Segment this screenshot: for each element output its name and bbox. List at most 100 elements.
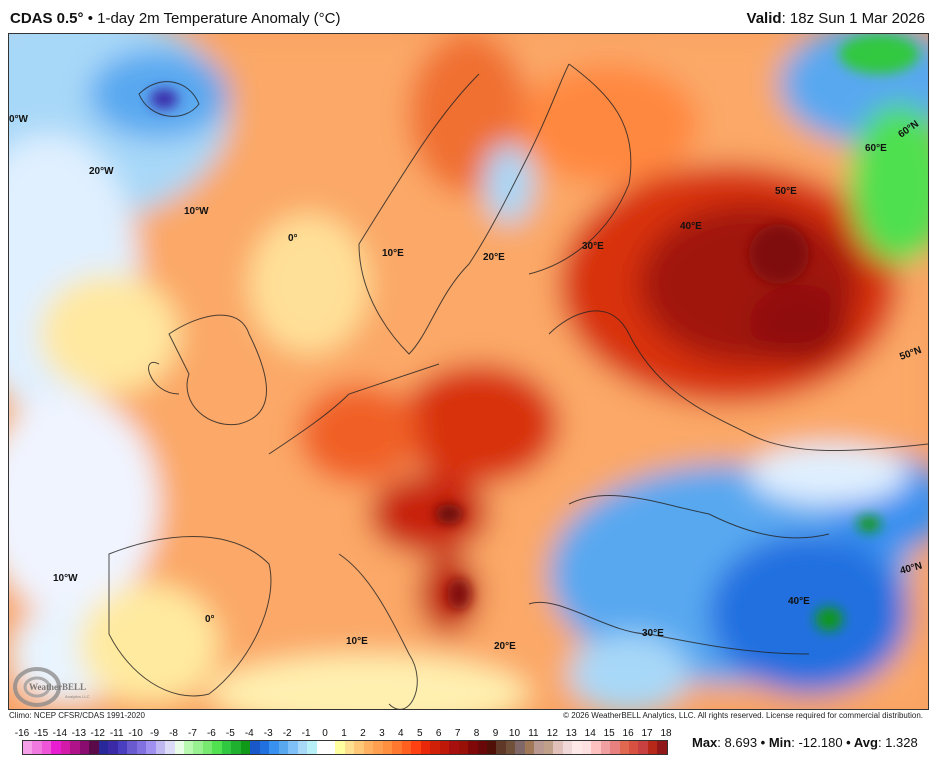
colorbar-tick-label: 11 bbox=[528, 728, 539, 739]
colorbar-cell bbox=[458, 741, 469, 754]
colorbar-cell bbox=[231, 741, 241, 754]
colorbar-cell bbox=[60, 741, 71, 754]
grid-label: 10°E bbox=[346, 636, 368, 647]
colorbar-tick-label: -3 bbox=[263, 728, 273, 739]
colorbar-cell bbox=[316, 741, 326, 754]
colorbar-cell bbox=[202, 741, 213, 754]
colorbar-cell bbox=[70, 741, 80, 754]
colorbar-tick-label: 18 bbox=[660, 728, 672, 739]
colorbar-cell bbox=[79, 741, 90, 754]
logo-subtext: Analytics LLC bbox=[65, 694, 90, 699]
colorbar-tick-label: 0 bbox=[322, 728, 328, 739]
colorbar-cell bbox=[553, 741, 563, 754]
grid-label: 40°E bbox=[788, 596, 810, 607]
colorbar-tick-label: 5 bbox=[416, 728, 423, 739]
colorbar-tick-label: 10 bbox=[508, 728, 521, 739]
map-title: CDAS 0.5° • 1-day 2m Temperature Anomaly… bbox=[10, 10, 340, 27]
colorbar-cell bbox=[477, 741, 487, 754]
colorbar-cell bbox=[591, 741, 601, 754]
colorbar-cell bbox=[155, 741, 166, 754]
colorbar-cell bbox=[98, 741, 109, 754]
min-value: : -12.180 bbox=[791, 735, 843, 750]
colorbar-tick-label: 1 bbox=[341, 728, 347, 739]
colorbar-cell bbox=[392, 741, 402, 754]
colorbar bbox=[22, 740, 668, 755]
colorbar-tick-label: -6 bbox=[206, 728, 216, 739]
colorbar-cell bbox=[259, 741, 270, 754]
colorbar-cell bbox=[183, 741, 194, 754]
min-label: Min bbox=[768, 735, 792, 750]
anomaly-field bbox=[9, 34, 928, 709]
colorbar-cell bbox=[32, 741, 42, 754]
colorbar-cell bbox=[136, 741, 147, 754]
colorbar-cell bbox=[344, 741, 355, 754]
grid-label: 0° bbox=[205, 614, 215, 625]
colorbar-cell bbox=[534, 741, 544, 754]
colorbar-cell bbox=[515, 741, 525, 754]
valid-label: Valid bbox=[746, 10, 782, 27]
valid-value: : 18z Sun 1 Mar 2026 bbox=[781, 10, 925, 27]
colorbar-cell bbox=[269, 741, 279, 754]
colorbar-cell bbox=[486, 741, 497, 754]
colorbar-tick-label: -7 bbox=[188, 728, 197, 739]
grid-label: 60°E bbox=[865, 143, 887, 154]
colorbar-cell bbox=[250, 741, 260, 754]
valid-time: Valid: 18z Sun 1 Mar 2026 bbox=[747, 10, 925, 27]
grid-label: 50°E bbox=[775, 186, 797, 197]
colorbar-tick-label: 8 bbox=[473, 728, 480, 739]
grid-label: 30°E bbox=[582, 241, 604, 252]
colorbar-cell bbox=[41, 741, 52, 754]
colorbar-cell bbox=[647, 741, 658, 754]
colorbar-cell bbox=[657, 741, 667, 754]
colorbar-cell bbox=[307, 741, 317, 754]
colorbar-cell bbox=[420, 741, 431, 754]
colorbar-tick-label: 4 bbox=[398, 728, 404, 739]
colorbar-cell bbox=[23, 741, 33, 754]
colorbar-cell bbox=[278, 741, 289, 754]
grid-label: 30°E bbox=[642, 628, 664, 639]
colorbar-cell bbox=[524, 741, 535, 754]
colorbar-cell bbox=[335, 741, 345, 754]
avg-label: Avg bbox=[853, 735, 878, 750]
colorbar-tick-label: 7 bbox=[454, 728, 461, 739]
colorbar-ticks: -16 -15 -14 -13 -12 -11 -10 -9 -8 -7 -6 -5 -4 -3 -2 -1 0… bbox=[14, 728, 674, 740]
colorbar-cell bbox=[439, 741, 450, 754]
colorbar-tick-label: -1 bbox=[301, 728, 311, 739]
colorbar-cell bbox=[619, 741, 629, 754]
colorbar-cell bbox=[401, 741, 412, 754]
colorbar-tick-label: -13 bbox=[71, 728, 87, 739]
colorbar-tick-label: -12 bbox=[90, 728, 105, 739]
colorbar-tick-label: -10 bbox=[128, 728, 143, 739]
anomaly-detail bbox=[150, 34, 919, 631]
grid-label: 20°E bbox=[483, 252, 505, 263]
colorbar-tick-label: 9 bbox=[492, 728, 499, 739]
colorbar-cell bbox=[543, 741, 554, 754]
colorbar-cell bbox=[610, 741, 620, 754]
colorbar-tick-label: -15 bbox=[33, 728, 49, 739]
separator: • bbox=[83, 10, 98, 27]
avg-value: : 1.328 bbox=[877, 735, 918, 750]
colorbar-cell bbox=[363, 741, 374, 754]
colorbar-cell bbox=[174, 741, 184, 754]
separator: • bbox=[842, 735, 854, 750]
colorbar-cell bbox=[581, 741, 592, 754]
colorbar-cell bbox=[127, 741, 137, 754]
colorbar-cell bbox=[629, 741, 639, 754]
colorbar-cell bbox=[562, 741, 573, 754]
grid-label: 10°W bbox=[53, 573, 78, 584]
colorbar-cell bbox=[468, 741, 478, 754]
colorbar-tick-label: 13 bbox=[565, 728, 577, 739]
colorbar-cell bbox=[382, 741, 393, 754]
colorbar-tick-label: -9 bbox=[150, 728, 160, 739]
colorbar-cell bbox=[600, 741, 611, 754]
colorbar-tick-label: 3 bbox=[379, 728, 385, 739]
colorbar-cell bbox=[212, 741, 222, 754]
anomaly-map: 0°W 20°W 10°W 0° 10°E 20°E 30°E 40°E 50°… bbox=[8, 33, 929, 710]
weatherbell-logo: WeatherBELL Analytics LLC bbox=[13, 667, 90, 707]
coastlines bbox=[108, 63, 928, 709]
colorbar-cell bbox=[354, 741, 364, 754]
colorbar-tick-label: 2 bbox=[360, 728, 366, 739]
colorbar-cell bbox=[411, 741, 421, 754]
colorbar-cell bbox=[297, 741, 308, 754]
colorbar-cell bbox=[373, 741, 383, 754]
